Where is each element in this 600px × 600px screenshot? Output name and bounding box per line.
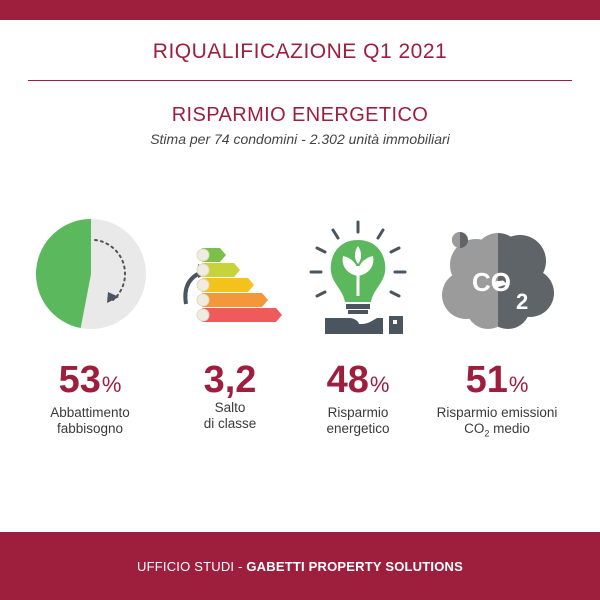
kpi-value: 48% (283, 360, 433, 405)
green-bulb-icon (303, 218, 413, 336)
co2-suffix: medio (489, 421, 530, 436)
kpi-number: 51 (465, 359, 508, 401)
kpi-label: Risparmio energetico (283, 405, 433, 437)
kpi-unit: % (369, 372, 390, 397)
title-divider (28, 80, 572, 81)
kpi-label-line2: di classe (203, 416, 257, 431)
kpi-label-line1: Risparmio (327, 405, 389, 420)
kpi-unit: % (101, 372, 122, 397)
kpi-value: 51% (422, 360, 572, 405)
section-note: Stima per 74 condomini - 2.302 unità imm… (150, 131, 450, 147)
kpi-label: Salto di classe (155, 400, 305, 432)
co2-text: CO (464, 421, 485, 436)
kpi-label-line1: Salto (214, 400, 246, 415)
kpi-number: 53 (58, 359, 101, 401)
kpi-label-line2: energetico (326, 421, 390, 436)
kpi-number: 3,2 (203, 359, 257, 401)
footer-bar: UFFICIO STUDI - GABETTI PROPERTY SOLUTIO… (0, 532, 600, 600)
footer-brand: GABETTI PROPERTY SOLUTIONS (246, 558, 463, 574)
kpi-value: 53% (15, 360, 165, 405)
energy-class-icon (176, 240, 284, 336)
kpi-unit: % (508, 372, 529, 397)
kpi-label-line2: CO2 medio (422, 421, 572, 442)
svg-text:2: 2 (516, 289, 528, 314)
footer-prefix: UFFICIO STUDI - (137, 558, 247, 574)
kpi-label-line2: fabbisogno (56, 421, 124, 436)
top-bar (0, 0, 600, 20)
kpi-number: 48 (326, 359, 369, 401)
kpi-co2-saving: 51% Risparmio emissioni CO2 medio (422, 360, 572, 442)
co2-cloud-icon: CO 2 (438, 225, 556, 335)
kpi-energy-saving: 48% Risparmio energetico (283, 360, 433, 437)
kpi-reduction: 53% Abbattimento fabbisogno (15, 360, 165, 437)
co2-subscript: 2 (484, 428, 490, 439)
svg-text:CO: CO (472, 267, 511, 297)
kpi-class-jump: 3,2 Salto di classe (155, 360, 305, 432)
section-title: RISPARMIO ENERGETICO (171, 104, 429, 126)
kpi-label: Risparmio emissioni CO2 medio (422, 405, 572, 442)
kpi-value: 3,2 (155, 360, 305, 400)
kpi-label-line1: Risparmio emissioni (436, 405, 558, 420)
kpi-label: Abbattimento fabbisogno (15, 405, 165, 437)
pie-reduction-icon (35, 218, 147, 330)
kpi-label-line1: Abbattimento (50, 405, 130, 420)
page-title: RIQUALIFICAZIONE Q1 2021 (152, 40, 448, 63)
